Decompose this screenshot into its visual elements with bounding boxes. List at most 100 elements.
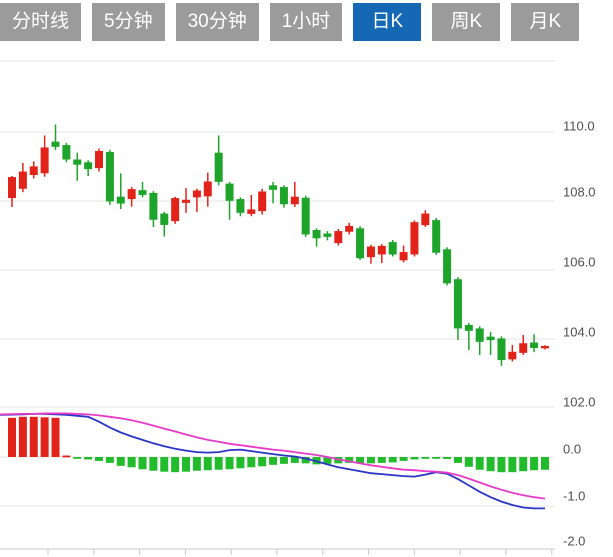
macd-bar bbox=[497, 457, 506, 473]
candle bbox=[8, 176, 16, 207]
candle bbox=[40, 135, 49, 177]
candle bbox=[410, 220, 419, 257]
price-label-102: 102.0 bbox=[563, 394, 596, 409]
candle bbox=[203, 172, 212, 207]
candles-layer bbox=[8, 124, 549, 366]
macd-bar bbox=[51, 417, 60, 457]
candle bbox=[192, 188, 201, 213]
macd-bar bbox=[290, 457, 299, 463]
macd-bar bbox=[432, 457, 441, 459]
candle bbox=[421, 210, 430, 227]
price-label-108: 108.0 bbox=[563, 184, 596, 199]
candle bbox=[530, 334, 539, 353]
macd-bar bbox=[84, 457, 93, 460]
macd-bar bbox=[149, 457, 158, 471]
candle bbox=[18, 162, 27, 193]
candle bbox=[225, 181, 234, 220]
tab-timeshare[interactable]: 分时线 bbox=[0, 3, 82, 41]
macd-bar bbox=[356, 457, 365, 464]
price-label-106: 106.0 bbox=[563, 254, 596, 269]
candle bbox=[258, 188, 267, 215]
macd-bar bbox=[73, 457, 82, 459]
candle bbox=[73, 152, 82, 181]
candle bbox=[464, 322, 473, 351]
price-label-104: 104.0 bbox=[563, 324, 596, 339]
candle bbox=[62, 143, 71, 163]
macd-bar bbox=[160, 457, 169, 472]
candle bbox=[388, 240, 397, 257]
macd-bar bbox=[192, 457, 201, 471]
macd-bar bbox=[540, 457, 549, 470]
candle bbox=[138, 181, 147, 198]
macd-bar bbox=[279, 457, 288, 464]
tab-daily-k[interactable]: 日K bbox=[353, 3, 422, 41]
macd-bar bbox=[171, 457, 180, 473]
macd-bar bbox=[388, 457, 397, 463]
macd-bar bbox=[40, 417, 49, 457]
macd-bar bbox=[421, 457, 430, 459]
candle bbox=[366, 244, 375, 264]
candle bbox=[29, 161, 38, 179]
candle bbox=[312, 228, 321, 247]
candle bbox=[334, 229, 343, 246]
gridlines bbox=[0, 60, 555, 507]
macd-bar bbox=[366, 457, 375, 464]
macd-histogram-layer bbox=[8, 416, 549, 473]
candle bbox=[453, 277, 462, 341]
macd-bar bbox=[410, 457, 419, 460]
indicator-label-m1: -1.0 bbox=[563, 488, 585, 503]
price-label-110: 110.0 bbox=[563, 118, 595, 133]
macd-bar bbox=[345, 457, 354, 463]
macd-bar bbox=[486, 457, 495, 472]
candle bbox=[279, 185, 288, 208]
candle bbox=[399, 245, 408, 263]
macd-bar bbox=[95, 457, 104, 461]
tab-1hour[interactable]: 1小时 bbox=[269, 3, 343, 41]
tab-30min[interactable]: 30分钟 bbox=[175, 3, 259, 41]
candle bbox=[497, 336, 506, 366]
tab-monthly-k[interactable]: 月K bbox=[511, 3, 580, 41]
x-axis bbox=[0, 548, 555, 555]
macd-bar bbox=[127, 457, 136, 468]
macd-bar bbox=[258, 457, 267, 467]
macd-bar bbox=[301, 457, 310, 464]
macd-bar bbox=[138, 457, 147, 470]
macd-bar bbox=[29, 416, 38, 457]
macd-bar bbox=[530, 457, 539, 471]
candle bbox=[290, 181, 299, 207]
candle bbox=[51, 124, 60, 150]
candle bbox=[149, 191, 158, 227]
macd-bar bbox=[8, 417, 16, 457]
tab-5min[interactable]: 5分钟 bbox=[92, 3, 165, 41]
macd-bar bbox=[464, 457, 473, 467]
candle bbox=[127, 187, 136, 207]
indicator-label-0: 0.0 bbox=[563, 441, 581, 456]
candle bbox=[432, 218, 441, 255]
candle bbox=[519, 334, 528, 355]
candle bbox=[508, 344, 517, 362]
tab-weekly-k[interactable]: 周K bbox=[432, 3, 501, 41]
macd-bar bbox=[247, 457, 256, 468]
candle bbox=[84, 160, 93, 177]
macd-bar bbox=[453, 457, 462, 463]
period-tab-bar: 分时线 5分钟 30分钟 1小时 日K 周K 月K bbox=[0, 3, 580, 41]
candle bbox=[486, 331, 495, 355]
candle bbox=[475, 326, 484, 355]
macd-bar bbox=[508, 457, 517, 473]
candle bbox=[356, 226, 365, 260]
macd-bar bbox=[62, 455, 71, 458]
candle bbox=[323, 231, 332, 241]
candle bbox=[540, 345, 549, 350]
candle bbox=[171, 196, 180, 224]
macd-bar bbox=[269, 457, 278, 465]
candle bbox=[377, 244, 386, 264]
macd-bar bbox=[399, 457, 408, 461]
macd-bar bbox=[214, 457, 223, 470]
macd-bar bbox=[225, 457, 234, 470]
macd-bar bbox=[475, 457, 484, 470]
macd-bar bbox=[18, 416, 27, 457]
dif-line bbox=[0, 413, 545, 510]
candle bbox=[443, 247, 452, 286]
